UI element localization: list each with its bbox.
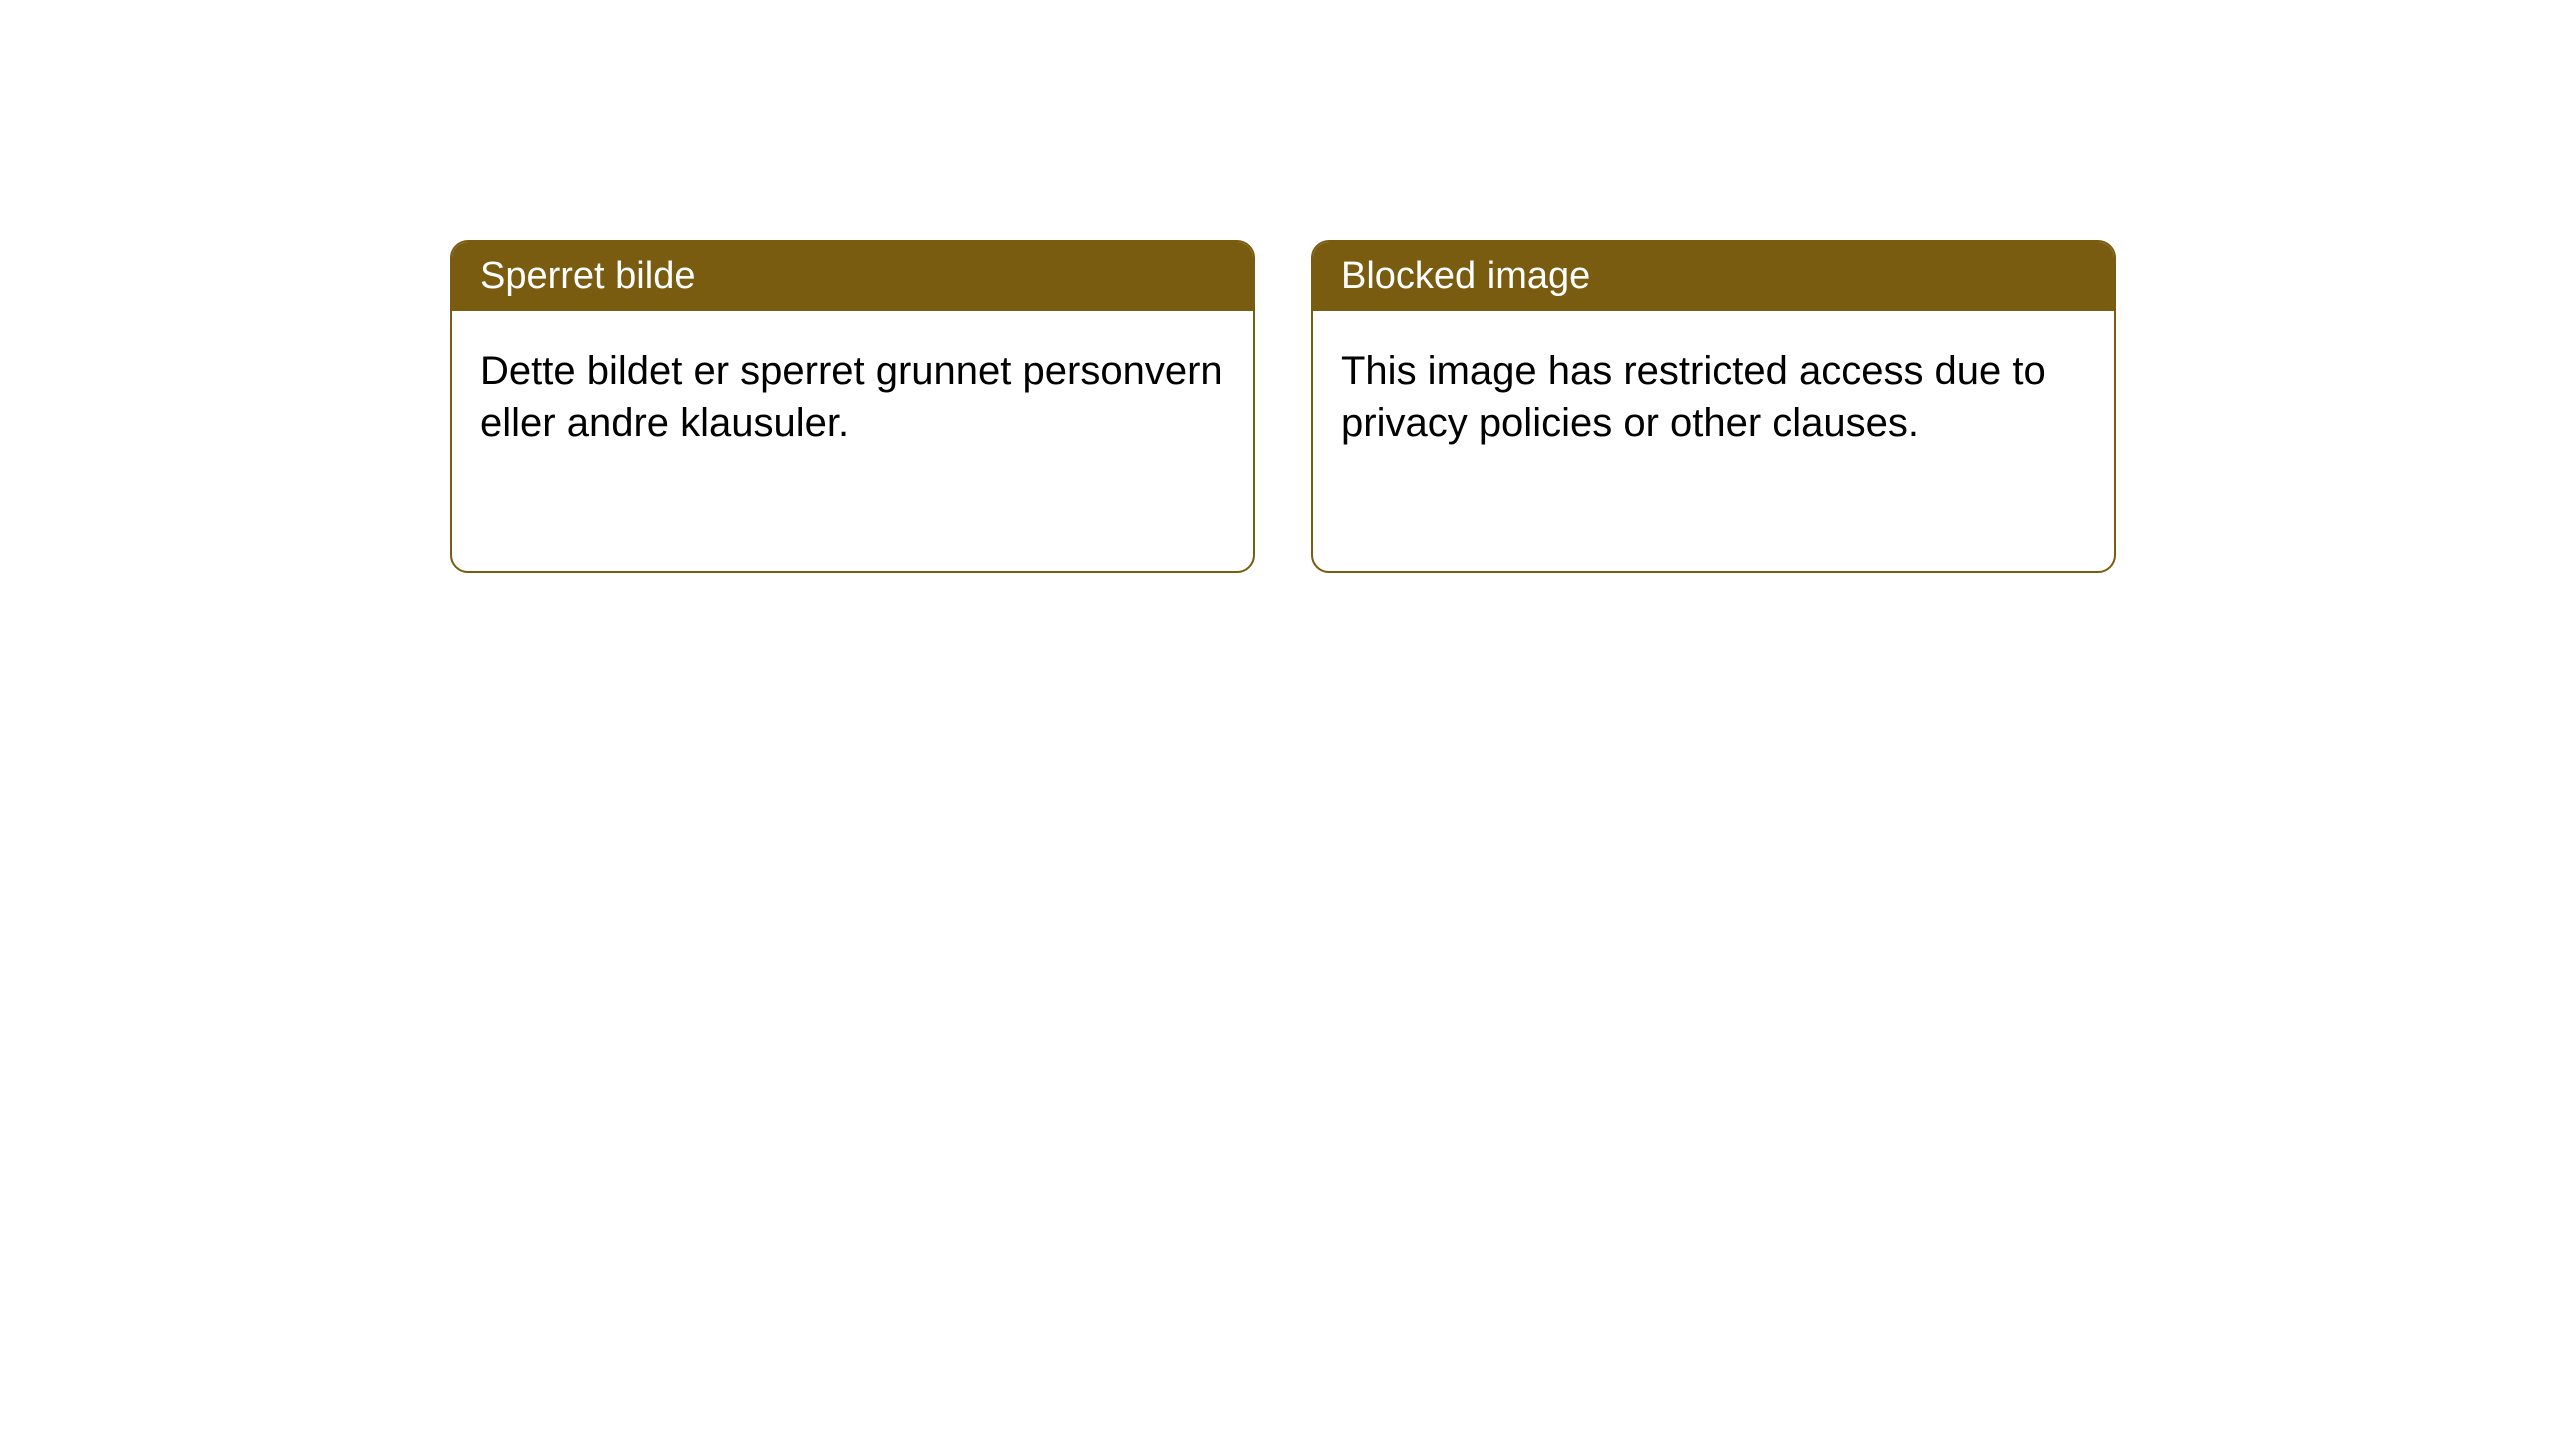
cards-container: Sperret bilde Dette bildet er sperret gr…	[0, 0, 2560, 573]
blocked-image-card-en: Blocked image This image has restricted …	[1311, 240, 2116, 573]
card-header: Sperret bilde	[452, 242, 1253, 311]
card-body: Dette bildet er sperret grunnet personve…	[452, 311, 1253, 483]
card-body: This image has restricted access due to …	[1313, 311, 2114, 483]
blocked-image-card-no: Sperret bilde Dette bildet er sperret gr…	[450, 240, 1255, 573]
card-header: Blocked image	[1313, 242, 2114, 311]
